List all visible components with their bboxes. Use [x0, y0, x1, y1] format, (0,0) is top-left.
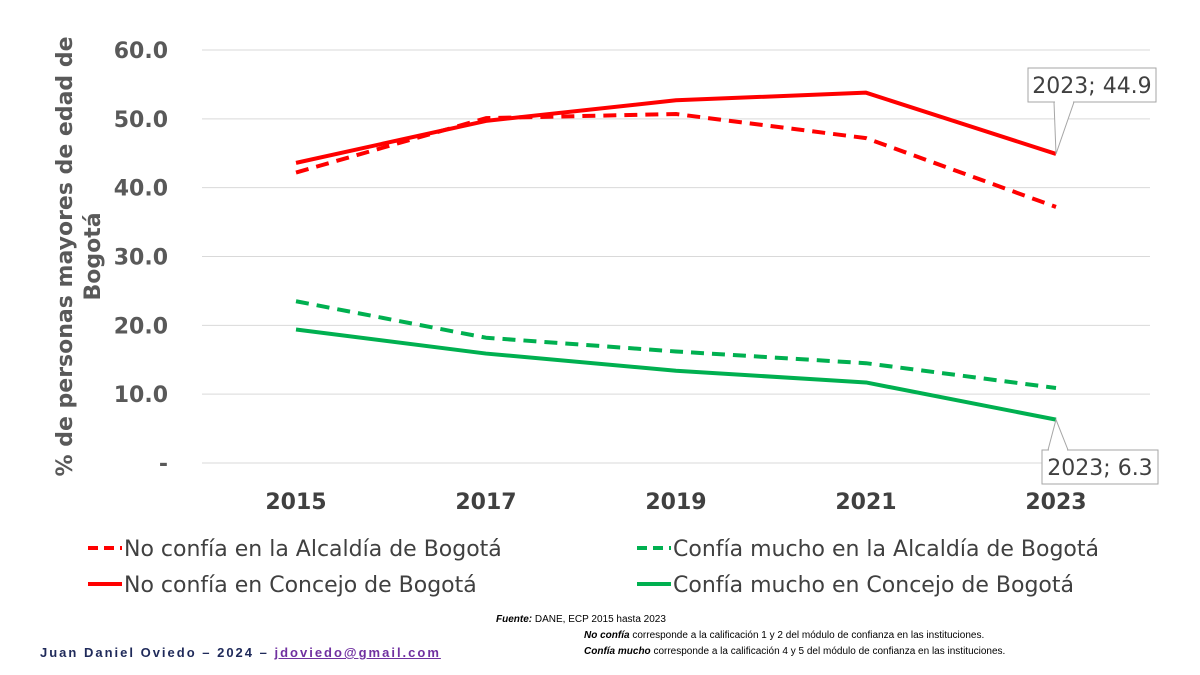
note2-label: Confía mucho	[584, 646, 651, 657]
legend-label: No confía en Concejo de Bogotá	[124, 573, 477, 598]
author-name: Juan Daniel Oviedo – 2024 –	[40, 645, 275, 660]
x-tick-label: 2017	[455, 490, 516, 515]
callout-box	[1041, 449, 1159, 485]
x-tick-label: 2019	[645, 490, 706, 515]
y-tick-label: 40.0	[114, 177, 168, 202]
y-tick-label: 20.0	[114, 314, 168, 339]
author-credit: Juan Daniel Oviedo – 2024 – jdoviedo@gma…	[40, 645, 441, 660]
callout-label: 2023; 6.3	[1047, 456, 1152, 481]
y-axis-label-line: % de personas mayores de edad de	[53, 36, 78, 476]
y-axis-label-line: Bogotá	[81, 212, 106, 300]
series-line	[295, 299, 1057, 390]
series-line	[295, 90, 1057, 165]
legend-label: Confía mucho en Concejo de Bogotá	[673, 573, 1074, 598]
y-tick-label: 60.0	[114, 39, 168, 64]
note1-label: No confía	[584, 630, 630, 641]
author-email-link[interactable]: jdoviedo@gmail.com	[274, 645, 441, 660]
y-tick-label: -	[159, 452, 168, 477]
legend: No confía en la Alcaldía de Bogotá Confía…	[88, 537, 1099, 598]
chart: -10.020.030.040.050.060.0 2015 2017 2019 20…	[53, 36, 1159, 598]
callout-box	[1027, 67, 1157, 103]
series-line	[295, 112, 1057, 209]
y-tick-label: 50.0	[114, 108, 168, 133]
note2-text: corresponde a la calificación 4 y 5 del …	[650, 646, 1006, 657]
y-tick-label: 10.0	[114, 383, 168, 408]
x-tick-label: 2021	[835, 490, 896, 515]
x-tick-label: 2015	[265, 490, 326, 515]
x-axis-ticks: 2015 2017 2019 2021 2023	[265, 490, 1086, 515]
legend-label: No confía en la Alcaldía de Bogotá	[124, 537, 502, 562]
data-callouts: 2023; 44.9 2023; 6.3	[1027, 67, 1159, 485]
callout-pointer	[1053, 101, 1075, 155]
y-axis-ticks: - 10.0 20.0 30.0 40.0 50.0 60.0	[114, 39, 168, 477]
x-tick-label: 2023	[1025, 490, 1086, 515]
legend-label: Confía mucho en la Alcaldía de Bogotá	[673, 537, 1099, 562]
y-tick-label: 30.0	[114, 246, 168, 271]
series-lines	[295, 90, 1057, 422]
note1-text: corresponde a la calificación 1 y 2 del …	[629, 630, 985, 641]
series-line	[295, 327, 1057, 422]
source-label: Fuente:	[496, 614, 533, 625]
definition-note-confia-mucho: Confía mucho corresponde a la calificaci…	[584, 646, 1005, 657]
y-axis-label: % de personas mayores de edad de Bogotá	[53, 36, 106, 476]
grid-lines	[202, 49, 1150, 464]
callout-label: 2023; 44.9	[1032, 74, 1151, 99]
source-note: Fuente: DANE, ECP 2015 hasta 2023	[496, 614, 666, 625]
callout-pointer	[1047, 418, 1069, 451]
source-text: DANE, ECP 2015 hasta 2023	[532, 614, 666, 625]
definition-note-no-confia: No confía corresponde a la calificación …	[584, 630, 984, 641]
